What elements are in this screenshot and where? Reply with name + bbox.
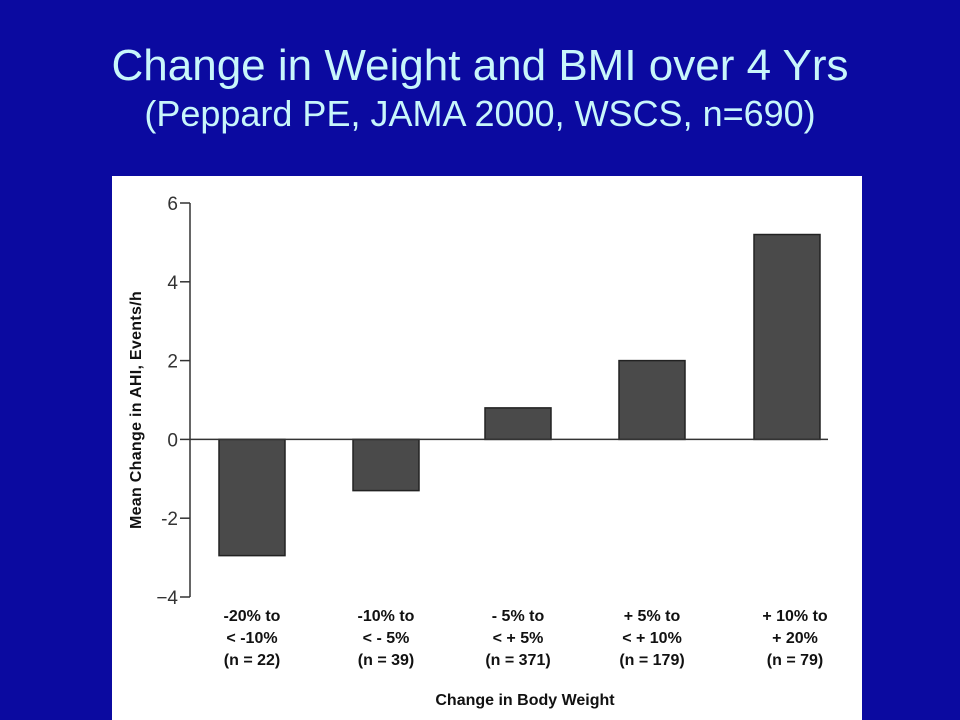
category-label-2-line1: -10% to (357, 608, 415, 625)
category-label-4: + 5% to < + 10% (n = 179) (592, 606, 712, 672)
category-label-1-line1: -20% to (223, 608, 281, 625)
bar-4 (618, 359, 686, 441)
category-label-2-line3: (n = 39) (357, 652, 415, 669)
category-label-3: - 5% to < + 5% (n = 371) (458, 606, 578, 672)
bar-2 (352, 438, 420, 492)
category-label-2: -10% to < - 5% (n = 39) (326, 606, 446, 672)
category-label-4-line3: (n = 179) (619, 652, 685, 669)
category-label-4-line1: + 5% to (623, 608, 681, 625)
x-axis-title: Change in Body Weight (435, 692, 615, 709)
slide-subtitle: (Peppard PE, JAMA 2000, WSCS, n=690) (144, 93, 816, 134)
category-label-5: + 10% to + 20% (n = 79) (735, 606, 855, 672)
category-label-1-line2: < -10% (226, 630, 278, 647)
y-tick-label-6: −4 (156, 588, 178, 609)
bar-chart: 6 4 2 0 -2 −4 (156, 194, 828, 609)
bar-1 (218, 438, 286, 557)
category-label-5-line1: + 10% to (762, 608, 828, 625)
y-tick-label-1: 6 (167, 194, 178, 215)
category-label-3-line1: - 5% to (491, 608, 545, 625)
chart-panel: 6 4 2 0 -2 −4 (112, 176, 862, 720)
category-label-5-line2: + 20% (772, 630, 818, 647)
y-axis-title: Mean Change in AHI, Events/h (128, 290, 145, 530)
bar-3 (484, 407, 552, 441)
y-tick-label-5: -2 (161, 509, 178, 530)
y-tick-label-3: 2 (167, 352, 178, 373)
category-label-5-line3: (n = 79) (766, 652, 824, 669)
category-label-4-line2: < + 10% (622, 630, 682, 647)
category-label-2-line2: < - 5% (362, 630, 410, 647)
category-label-1: -20% to < -10% (n = 22) (192, 606, 312, 672)
bar-5 (753, 233, 821, 441)
category-label-3-line2: < + 5% (492, 630, 544, 647)
y-tick-label-4: 0 (167, 430, 178, 451)
category-label-3-line3: (n = 371) (485, 652, 551, 669)
category-label-1-line3: (n = 22) (223, 652, 281, 669)
y-tick-label-2: 4 (167, 273, 178, 294)
slide-title: Change in Weight and BMI over 4 Yrs (111, 41, 849, 90)
